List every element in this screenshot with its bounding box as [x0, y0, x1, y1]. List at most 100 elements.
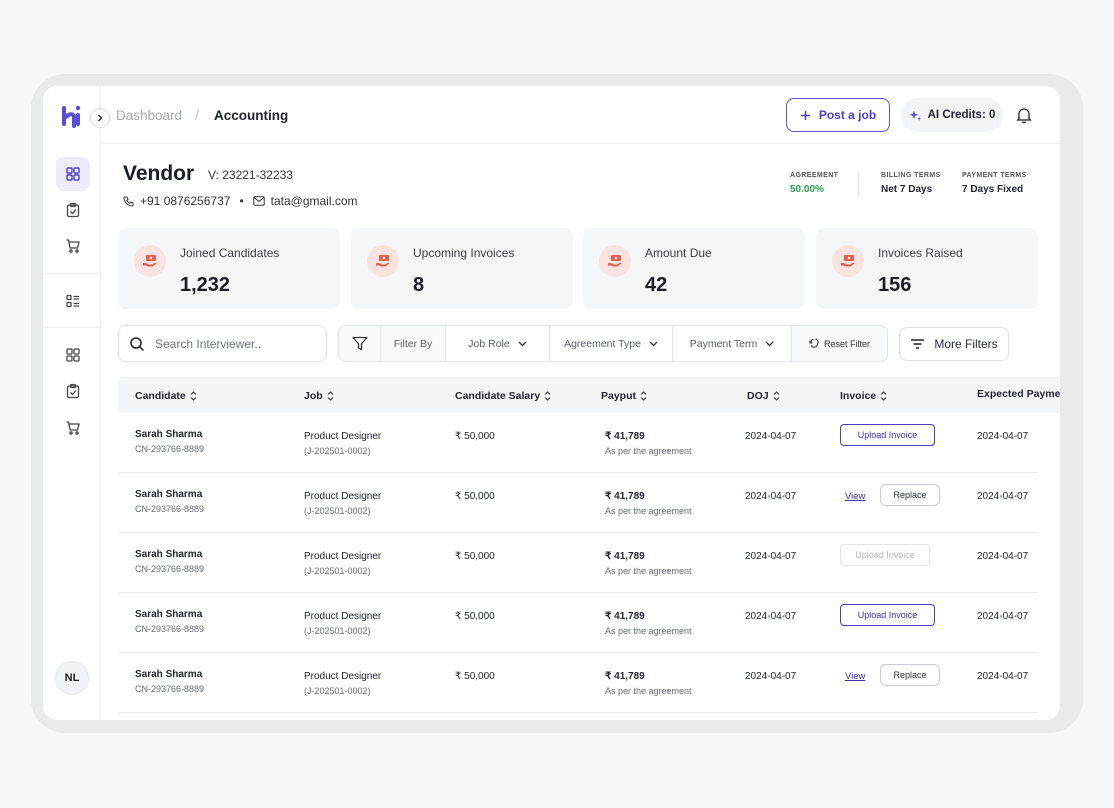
job-id: (J-202501-0002)	[304, 686, 371, 696]
column-label: Candidate Salary	[455, 390, 541, 402]
payment-term-label: Payment Term	[689, 337, 758, 350]
post-job-label: Post a job	[818, 108, 877, 122]
doj-cell: 2024-04-07	[745, 611, 797, 622]
cash-hand-icon	[143, 255, 157, 267]
sidebar-item-dashboard[interactable]	[56, 157, 90, 191]
payout-value: ₹ 41,789	[605, 611, 645, 622]
reset-filter-label: Reset Filter	[823, 338, 870, 349]
candidate-id: CN-293766-8889	[135, 564, 205, 574]
candidate-name: Sarah Sharma	[135, 609, 203, 620]
stat-value: 156	[878, 274, 912, 296]
column-salary[interactable]: Candidate Salary	[455, 390, 551, 402]
payout-note: As per the agreement	[605, 566, 692, 576]
salary-cell: ₹ 50,000	[455, 671, 495, 682]
payout-note: As per the agreement	[605, 506, 692, 516]
job-id: (J-202501-0002)	[304, 566, 371, 576]
app-logo-icon	[62, 105, 81, 128]
filter-icon-cell[interactable]	[339, 326, 381, 361]
vendor-phone: +91 0876256737	[140, 194, 231, 208]
stat-card-upcoming: Upcoming Invoices 8	[351, 228, 573, 309]
ai-credits-label: AI Credits: 0	[927, 109, 996, 121]
clipboard-check-icon	[66, 202, 80, 218]
cart-icon	[66, 421, 80, 435]
job-role-select[interactable]: Job Role	[446, 326, 550, 361]
job-cell: Product Designer (J-202501-0002)	[304, 431, 381, 456]
stat-label: Upcoming Invoices	[413, 246, 515, 260]
job-id: (J-202501-0002)	[304, 506, 371, 516]
doj-cell: 2024-04-07	[745, 431, 797, 442]
salary-cell: ₹ 50,000	[455, 491, 495, 502]
chevron-down-icon	[518, 341, 527, 346]
column-doj[interactable]: DOJ	[747, 390, 780, 402]
more-filters-button[interactable]: More Filters	[899, 327, 1009, 361]
vendor-id: V: 23221-32233	[208, 168, 293, 182]
post-job-button[interactable]: Post a job	[786, 98, 890, 132]
salary-cell: ₹ 50,000	[455, 551, 495, 562]
candidate-name: Sarah Sharma	[135, 549, 203, 560]
table-row: Sarah Sharma CN-293766-8889 Product Desig…	[118, 533, 1038, 593]
page-title: Vendor	[123, 162, 195, 185]
sidebar-item-list[interactable]	[56, 284, 90, 318]
salary-cell: ₹ 50,000	[455, 611, 495, 622]
sidebar-item-dashboard-2[interactable]	[56, 338, 90, 372]
stat-label: Invoices Raised	[878, 246, 963, 260]
bell-icon[interactable]	[1016, 106, 1032, 124]
main-content: Vendor V: 23221-32233 +91 0876256737 • t…	[101, 144, 1060, 720]
payout-cell: ₹ 41,789 As per the agreement	[605, 611, 692, 636]
candidate-cell: Sarah Sharma CN-293766-8889	[135, 669, 204, 694]
table-row: Sarah Sharma CN-293766-8889 Product Desig…	[118, 473, 1038, 533]
chevron-down-icon	[649, 341, 658, 346]
sparkle-icon	[909, 110, 921, 121]
sidebar-item-tasks-2[interactable]	[56, 374, 90, 408]
column-expected-payment[interactable]: Expected Payment	[977, 388, 1060, 400]
stat-label: Joined Candidates	[180, 246, 280, 260]
column-job[interactable]: Job	[304, 390, 334, 402]
column-label: Payput	[601, 390, 637, 402]
upload-invoice-button[interactable]: Upload Invoice	[840, 604, 935, 626]
sort-icon	[773, 391, 779, 401]
sort-icon	[327, 391, 334, 401]
sidebar-item-tasks[interactable]	[56, 193, 90, 227]
sidebar-item-orders[interactable]	[56, 229, 90, 263]
reset-icon	[809, 338, 819, 348]
search-input[interactable]	[155, 336, 315, 351]
sort-icon	[544, 391, 551, 401]
agreement-type-select[interactable]: Agreement Type	[550, 326, 673, 361]
payout-cell: ₹ 41,789 As per the agreement	[605, 671, 692, 696]
ai-credits-badge[interactable]: AI Credits: 0	[901, 98, 1003, 132]
table-row: Sarah Sharma CN-293766-8889 Product Desig…	[118, 413, 1038, 473]
column-payout[interactable]: Payput	[601, 390, 647, 402]
grid-icon	[66, 167, 80, 181]
payout-value: ₹ 41,789	[605, 431, 645, 442]
meta-billing-terms: Billing Terms Net 7 Days	[881, 172, 941, 195]
view-invoice-link[interactable]: View	[845, 671, 866, 682]
payout-note: As per the agreement	[605, 626, 692, 636]
breadcrumb-separator: /	[195, 107, 200, 124]
reset-filter-button[interactable]: Reset Filter	[792, 326, 887, 361]
payment-term-select[interactable]: Payment Term	[673, 326, 792, 361]
column-invoice[interactable]: Invoice	[840, 390, 887, 402]
stat-card-amount-due: Amount Due 42	[583, 228, 805, 309]
meta-label: Agreement	[790, 172, 839, 179]
more-filters-label: More Filters	[934, 337, 998, 351]
payout-cell: ₹ 41,789 As per the agreement	[605, 551, 692, 576]
stat-card-invoices-raised: Invoices Raised 156	[816, 228, 1038, 309]
column-candidate[interactable]: Candidate	[135, 390, 197, 402]
chevron-down-icon	[765, 341, 774, 346]
job-cell: Product Designer (J-202501-0002)	[304, 611, 381, 636]
cart-icon	[66, 239, 80, 253]
replace-invoice-button[interactable]: Replace	[880, 484, 940, 506]
sidebar-item-orders-2[interactable]	[56, 411, 90, 445]
avatar[interactable]: NL	[55, 661, 89, 695]
expand-sidebar-button[interactable]	[90, 108, 110, 128]
view-invoice-link[interactable]: View	[845, 491, 866, 502]
cash-hand-icon	[841, 255, 855, 267]
stat-icon	[367, 245, 399, 277]
column-label: Candidate	[135, 390, 186, 402]
replace-invoice-button[interactable]: Replace	[880, 664, 940, 686]
job-title: Product Designer	[304, 431, 382, 442]
sidebar-divider	[43, 273, 101, 274]
breadcrumb-dashboard[interactable]: Dashboard	[116, 108, 183, 123]
upload-invoice-button[interactable]: Upload Invoice	[840, 424, 935, 446]
filter-by-label: Filter By	[381, 326, 446, 361]
